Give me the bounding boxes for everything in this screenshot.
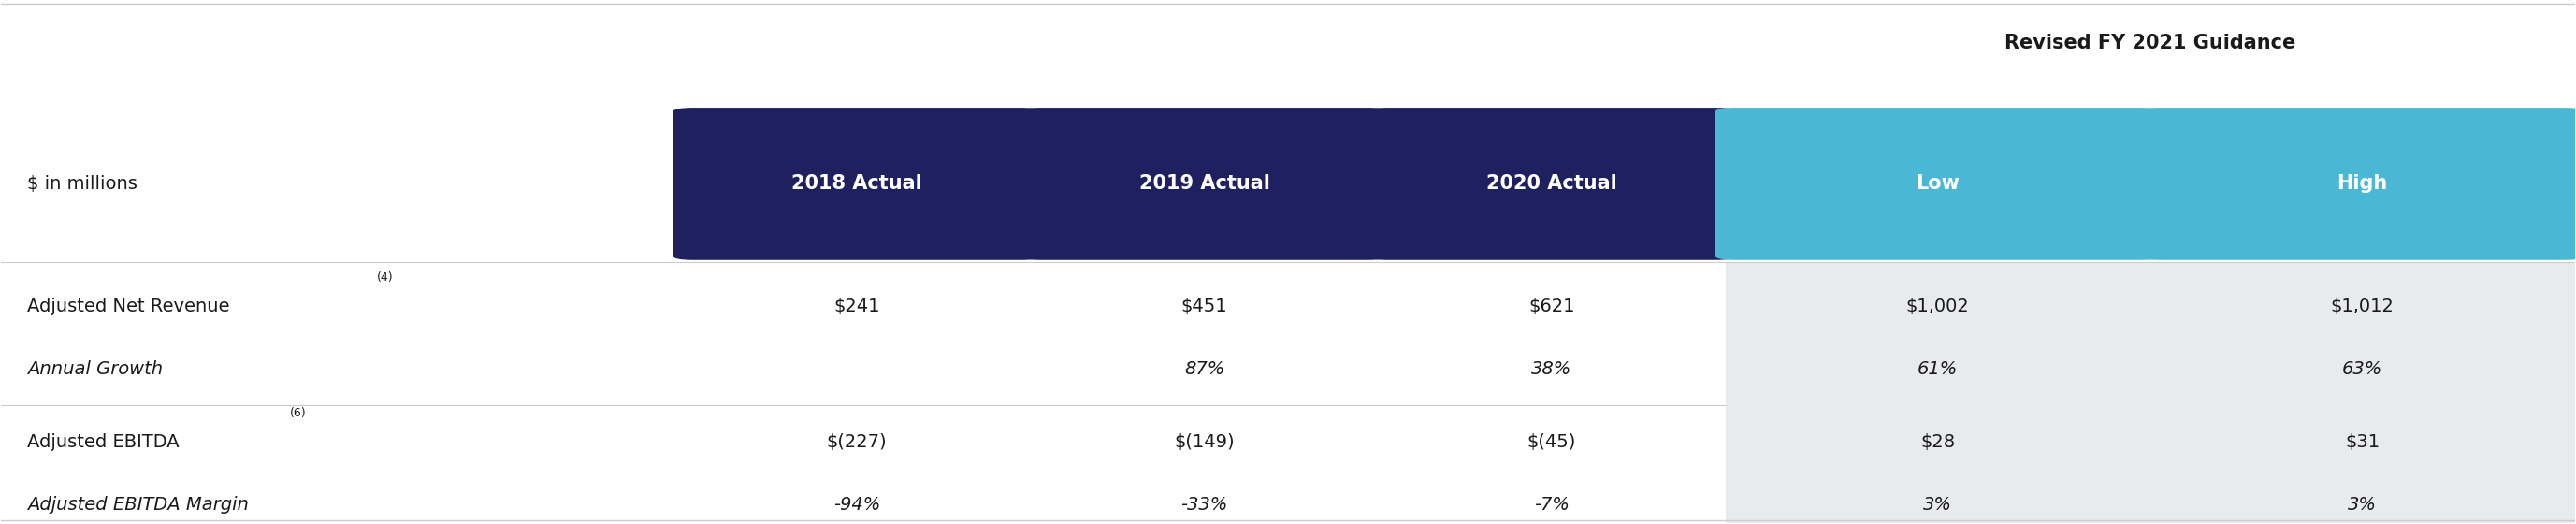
Text: Adjusted EBITDA: Adjusted EBITDA — [26, 433, 180, 451]
Text: $(45): $(45) — [1528, 433, 1577, 451]
Text: Adjusted Net Revenue: Adjusted Net Revenue — [26, 298, 229, 315]
Text: 3%: 3% — [2347, 496, 2378, 514]
FancyBboxPatch shape — [672, 107, 1041, 260]
Text: -94%: -94% — [835, 496, 881, 514]
Text: (6): (6) — [289, 407, 307, 419]
Text: $28: $28 — [1922, 433, 1955, 451]
Text: 38%: 38% — [1533, 360, 1571, 378]
FancyBboxPatch shape — [2141, 107, 2576, 260]
Text: 3%: 3% — [1924, 496, 1953, 514]
Text: $(227): $(227) — [827, 433, 886, 451]
Text: $(149): $(149) — [1175, 433, 1234, 451]
FancyBboxPatch shape — [1716, 107, 2161, 260]
Text: Revised FY 2021 Guidance: Revised FY 2021 Guidance — [2004, 34, 2295, 52]
Text: 87%: 87% — [1185, 360, 1224, 378]
Text: $241: $241 — [835, 298, 881, 315]
Text: 2019 Actual: 2019 Actual — [1139, 174, 1270, 193]
Text: 61%: 61% — [1917, 360, 1958, 378]
Text: 63%: 63% — [2342, 360, 2383, 378]
Text: Adjusted EBITDA Margin: Adjusted EBITDA Margin — [26, 496, 250, 514]
Text: $451: $451 — [1182, 298, 1229, 315]
Text: (4): (4) — [376, 271, 394, 283]
FancyBboxPatch shape — [1368, 107, 1736, 260]
Text: -7%: -7% — [1535, 496, 1569, 514]
Text: -33%: -33% — [1180, 496, 1229, 514]
Text: $621: $621 — [1528, 298, 1574, 315]
Text: $1,012: $1,012 — [2331, 298, 2393, 315]
Text: $31: $31 — [2344, 433, 2380, 451]
Text: High: High — [2336, 174, 2388, 193]
Text: $1,002: $1,002 — [1906, 298, 1971, 315]
FancyBboxPatch shape — [1020, 107, 1388, 260]
Text: $ in millions: $ in millions — [26, 175, 137, 193]
Bar — [1726, 262, 2573, 523]
Text: 2018 Actual: 2018 Actual — [791, 174, 922, 193]
Text: Low: Low — [1917, 174, 1960, 193]
Text: Annual Growth: Annual Growth — [26, 360, 162, 378]
Text: 2020 Actual: 2020 Actual — [1486, 174, 1618, 193]
